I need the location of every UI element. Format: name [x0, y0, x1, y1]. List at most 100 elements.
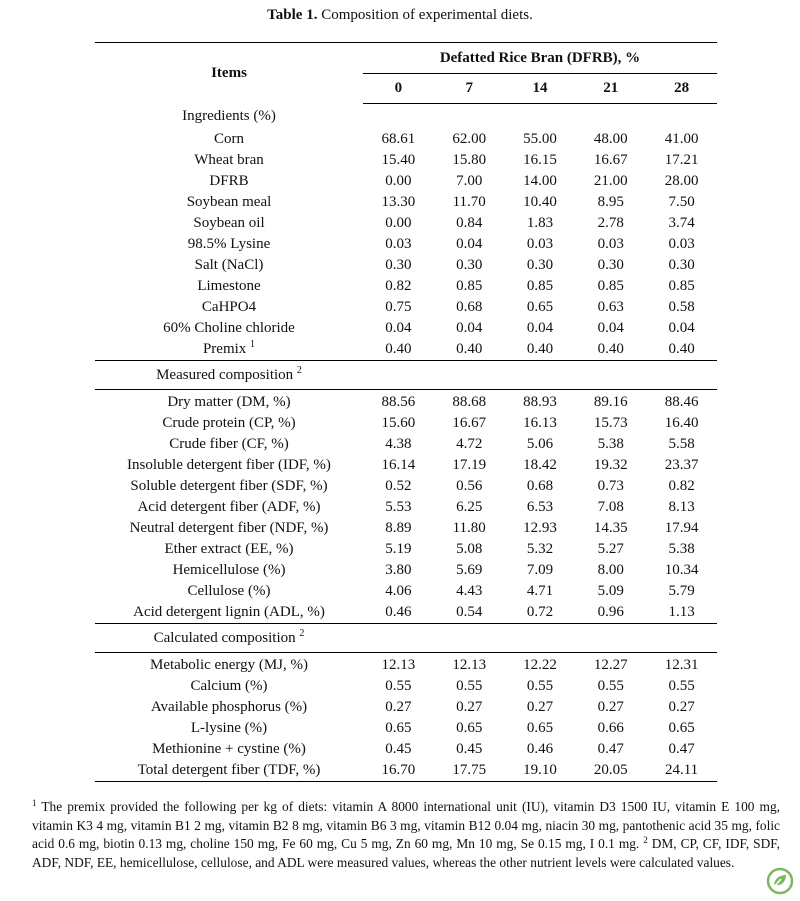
cell-value: 6.25 — [456, 499, 483, 515]
data-row: Metabolic energy (MJ, %) 12.13 12.13 12.22 1… — [95, 653, 717, 677]
cell-value: 62.00 — [452, 131, 487, 147]
cell-value: 17.19 — [452, 457, 487, 473]
cell-value: 2.78 — [597, 215, 624, 231]
cell-value: 18.42 — [523, 457, 557, 473]
section-title: Ingredients (%) — [95, 104, 363, 130]
cell-value: 0.30 — [597, 257, 624, 273]
cell-value: 88.93 — [523, 394, 557, 410]
row-name: L-lysine (%) — [95, 718, 363, 739]
cell-value: 0.73 — [597, 478, 624, 494]
cell-value: 0.68 — [526, 478, 554, 494]
cell-value: 10.34 — [664, 562, 699, 578]
cell-value: 8.13 — [668, 499, 695, 515]
cell-value: 7.08 — [597, 499, 624, 515]
row-name-text: Dry matter (DM, %) — [167, 394, 291, 410]
row-name-text: Calcium (%) — [190, 678, 268, 694]
level-header: 0 — [363, 73, 434, 104]
row-name-text: 98.5% Lysine — [187, 236, 271, 252]
cell-value: 8.00 — [597, 562, 624, 578]
cell-value: 15.40 — [381, 152, 416, 168]
cell-value: 0.65 — [526, 720, 554, 736]
cell-value: 0.27 — [526, 699, 554, 715]
row-name-text: Ether extract (EE, %) — [164, 541, 294, 557]
data-row: Acid detergent fiber (ADF, %) 5.53 6.25 6.5… — [95, 497, 717, 518]
cell-value: 0.40 — [526, 341, 554, 357]
cell-value: 0.56 — [456, 478, 483, 494]
cell-value: 12.22 — [523, 657, 557, 673]
cell-value: 5.79 — [668, 583, 695, 599]
cell-value: 0.55 — [456, 678, 483, 694]
cell-value: 0.27 — [597, 699, 624, 715]
cell-value: 88.68 — [452, 394, 487, 410]
row-name-text: 60% Choline chloride — [163, 320, 295, 336]
row-name-text: Soluble detergent fiber (SDF, %) — [130, 478, 328, 494]
diet-table: Items Defatted Rice Bran (DFRB), % 0 7 14 2… — [95, 42, 717, 782]
cell-value: 0.82 — [385, 278, 412, 294]
row-name: DFRB — [95, 171, 363, 192]
cell-value: 7.00 — [456, 173, 483, 189]
section-title-row: Calculated composition 2 — [95, 623, 717, 653]
cell-value: 11.70 — [452, 194, 486, 210]
cell-value: 0.03 — [385, 236, 412, 252]
cell-value: 5.32 — [526, 541, 554, 557]
data-row: 60% Choline chloride 0.04 0.04 0.04 0.04 0.04 — [95, 318, 717, 339]
cell-value: 0.82 — [668, 478, 695, 494]
cell-value: 16.67 — [593, 152, 628, 168]
section-title-text: Calculated composition — [153, 629, 296, 646]
data-row: Soybean oil 0.00 0.84 1.83 2.78 3.74 — [95, 213, 717, 234]
cell-value: 0.04 — [526, 320, 554, 336]
data-row: Crude fiber (CF, %) 4.38 4.72 5.06 5.38 5.58 — [95, 434, 717, 455]
cell-value: 5.19 — [385, 541, 412, 557]
row-name: Insoluble detergent fiber (IDF, %) — [95, 455, 363, 476]
cell-value: 0.04 — [456, 236, 483, 252]
row-name: Salt (NaCl) — [95, 255, 363, 276]
cell-value: 5.53 — [385, 499, 412, 515]
data-row: DFRB 0.00 7.00 14.00 21.00 28.00 — [95, 171, 717, 192]
cell-value: 8.89 — [385, 520, 412, 536]
caption-text: Composition of experimental diets. — [321, 7, 533, 23]
row-name: Premix 1 — [95, 339, 363, 361]
cell-value: 0.65 — [526, 299, 554, 315]
cell-value: 5.27 — [597, 541, 624, 557]
row-name-text: Soybean oil — [193, 215, 265, 231]
cell-value: 19.10 — [523, 762, 557, 778]
data-row: CaHPO4 0.75 0.68 0.65 0.63 0.58 — [95, 297, 717, 318]
section-title: Measured composition 2 — [95, 360, 363, 390]
cell-value: 17.75 — [452, 762, 487, 778]
row-name-text: DFRB — [209, 173, 249, 189]
cell-value: 0.68 — [456, 299, 483, 315]
data-row: Salt (NaCl) 0.30 0.30 0.30 0.30 0.30 — [95, 255, 717, 276]
cell-value: 19.32 — [593, 457, 628, 473]
row-name: Wheat bran — [95, 150, 363, 171]
cell-value: 0.65 — [385, 720, 412, 736]
data-row: Wheat bran 15.40 15.80 16.15 16.67 17.21 — [95, 150, 717, 171]
data-row: Ether extract (EE, %) 5.19 5.08 5.32 5.27 5.3… — [95, 539, 717, 560]
row-name: Soybean oil — [95, 213, 363, 234]
row-name: Methionine + cystine (%) — [95, 739, 363, 760]
row-name-text: Limestone — [197, 278, 261, 294]
cell-value: 17.94 — [664, 520, 699, 536]
cell-value: 88.56 — [381, 394, 416, 410]
row-name: Ether extract (EE, %) — [95, 539, 363, 560]
cell-value: 0.66 — [597, 720, 624, 736]
table-caption: Table 1. Composition of experimental die… — [0, 7, 800, 24]
cell-value: 0.30 — [668, 257, 695, 273]
footnotes: 1 The premix provided the following per … — [32, 798, 780, 872]
cell-value: 16.67 — [452, 415, 487, 431]
level-header: 14 — [504, 73, 576, 104]
cell-value: 0.54 — [456, 604, 483, 620]
cell-value: 0.46 — [385, 604, 412, 620]
cell-value: 0.04 — [597, 320, 624, 336]
cell-value: 0.85 — [456, 278, 483, 294]
footnote-text: DM, CP, CF, IDF, SDF, ADF, NDF, EE, hemi… — [32, 836, 780, 870]
cell-value: 8.95 — [597, 194, 624, 210]
footnote-mark: 2 — [643, 835, 648, 845]
row-name-text: Hemicellulose (%) — [172, 562, 286, 578]
cell-value: 5.69 — [456, 562, 483, 578]
cell-value: 3.80 — [385, 562, 412, 578]
row-name: Crude fiber (CF, %) — [95, 434, 363, 455]
data-row: Limestone 0.82 0.85 0.85 0.85 0.85 — [95, 276, 717, 297]
cell-value: 12.27 — [593, 657, 628, 673]
data-row: Corn 68.61 62.00 55.00 48.00 41.00 — [95, 129, 717, 150]
